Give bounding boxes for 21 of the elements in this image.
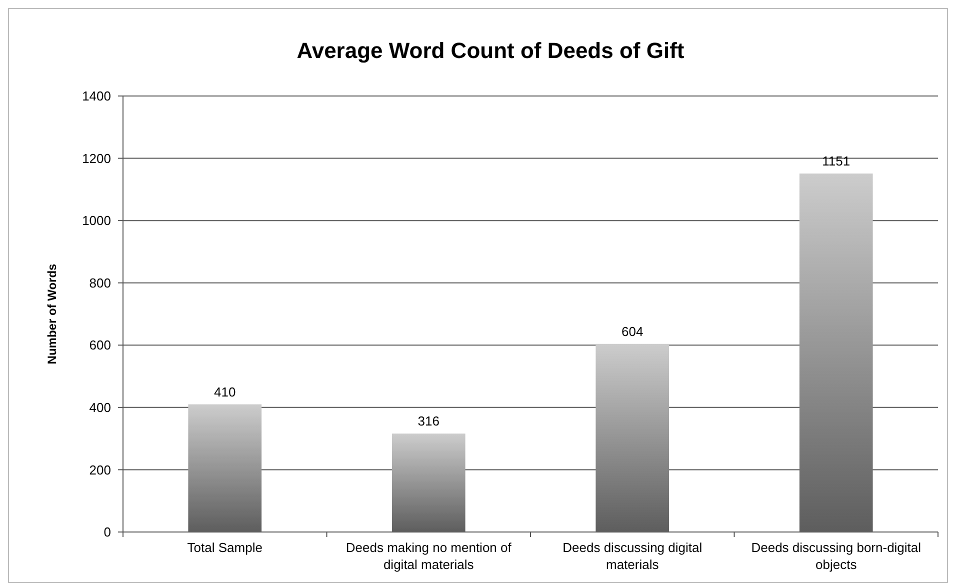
x-tick-label: Deeds making no mention of digital materials <box>346 540 512 572</box>
y-tick-label: 1200 <box>82 150 111 166</box>
data-label: 410 <box>214 384 236 400</box>
x-tick-label: Total Sample <box>187 540 262 555</box>
bar <box>596 344 670 532</box>
y-tick-label: 1400 <box>82 88 111 104</box>
chart-title: Average Word Count of Deeds of Gift <box>296 38 685 63</box>
bar <box>799 174 873 532</box>
y-tick-label: 200 <box>89 462 111 478</box>
y-tick-label: 400 <box>89 400 111 415</box>
x-tick-label: Deeds discussing born-digital objects <box>751 540 922 572</box>
x-tick-label: Deeds discussing digital materials <box>562 540 702 572</box>
y-axis-title: Number of Words <box>45 263 59 364</box>
y-tick-label: 800 <box>89 275 111 290</box>
bar <box>392 434 466 532</box>
bar <box>188 404 262 532</box>
y-tick-label: 600 <box>89 338 111 353</box>
data-label: 316 <box>418 414 440 429</box>
y-tick-label: 0 <box>104 524 111 540</box>
data-label: 604 <box>622 324 644 339</box>
y-tick-label: 1000 <box>82 213 111 228</box>
